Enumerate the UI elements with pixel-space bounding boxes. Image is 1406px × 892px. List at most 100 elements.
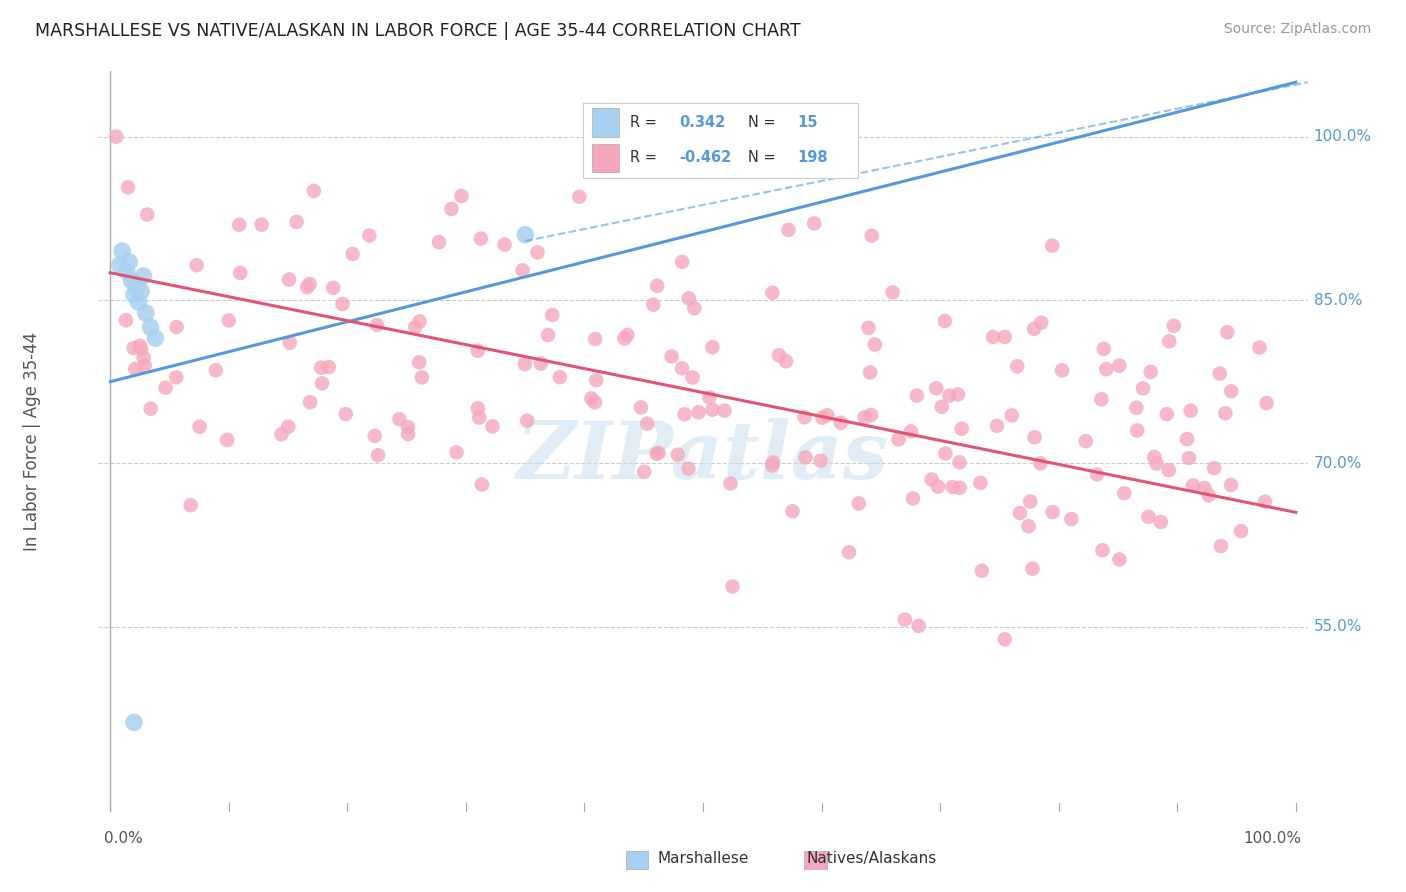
Point xyxy=(925,381,948,395)
Point xyxy=(1024,430,1046,444)
Point xyxy=(115,313,138,327)
Point xyxy=(450,189,472,203)
Point xyxy=(720,476,742,491)
Point xyxy=(702,340,724,354)
Point xyxy=(934,314,956,328)
Point xyxy=(699,390,721,404)
Point xyxy=(1108,359,1130,373)
Point xyxy=(810,453,832,467)
Point xyxy=(848,496,870,510)
Point xyxy=(853,410,876,425)
Point xyxy=(1143,450,1166,464)
Point xyxy=(581,392,603,406)
Point xyxy=(122,341,145,355)
Point xyxy=(948,455,970,469)
Text: 70.0%: 70.0% xyxy=(1313,456,1362,471)
Point xyxy=(1042,505,1064,519)
Point xyxy=(166,320,188,334)
Point xyxy=(396,427,419,442)
Point xyxy=(342,247,364,261)
Point xyxy=(1095,362,1118,376)
Point xyxy=(295,280,318,294)
Point xyxy=(285,215,308,229)
Point xyxy=(1029,456,1052,470)
Point xyxy=(481,419,503,434)
Point xyxy=(108,258,131,272)
Point xyxy=(815,408,838,422)
Point xyxy=(139,320,162,334)
Point xyxy=(583,395,606,409)
Text: R =: R = xyxy=(630,115,657,130)
Point xyxy=(132,351,155,365)
Point xyxy=(859,366,882,380)
Point xyxy=(768,348,790,362)
Point xyxy=(671,255,693,269)
Point xyxy=(322,281,344,295)
Point xyxy=(678,461,700,475)
Point xyxy=(124,362,146,376)
Point xyxy=(298,277,321,291)
Point xyxy=(682,370,704,384)
Text: MARSHALLESE VS NATIVE/ALASKAN IN LABOR FORCE | AGE 35-44 CORRELATION CHART: MARSHALLESE VS NATIVE/ALASKAN IN LABOR F… xyxy=(35,22,801,40)
Point xyxy=(143,331,166,345)
FancyBboxPatch shape xyxy=(592,144,619,172)
Point xyxy=(683,301,706,316)
Point xyxy=(1108,552,1130,566)
Point xyxy=(568,190,591,204)
Text: 198: 198 xyxy=(797,151,828,165)
FancyBboxPatch shape xyxy=(592,108,619,136)
Point xyxy=(1256,396,1278,410)
Point xyxy=(946,387,969,401)
Text: N =: N = xyxy=(748,151,776,165)
Point xyxy=(647,446,669,460)
Point xyxy=(1126,424,1149,438)
Point xyxy=(135,306,157,320)
Point xyxy=(994,632,1017,647)
Point xyxy=(921,473,943,487)
Text: 85.0%: 85.0% xyxy=(1313,293,1362,308)
Point xyxy=(121,273,143,287)
Point xyxy=(111,244,134,258)
Point xyxy=(1091,543,1114,558)
Point xyxy=(1060,512,1083,526)
Point xyxy=(129,342,152,356)
Point xyxy=(396,420,419,434)
Point xyxy=(468,410,491,425)
Point xyxy=(1074,434,1097,449)
Point xyxy=(678,291,700,305)
Point xyxy=(186,258,208,272)
Point xyxy=(713,403,735,417)
Point xyxy=(1157,463,1180,477)
Point xyxy=(671,361,693,376)
Point xyxy=(762,455,785,469)
Point xyxy=(388,412,411,426)
Point xyxy=(1230,524,1253,538)
Point xyxy=(630,401,652,415)
Point xyxy=(318,359,340,374)
Point xyxy=(467,343,489,358)
Point xyxy=(516,414,538,428)
Point xyxy=(900,425,922,439)
Point xyxy=(136,208,159,222)
Point xyxy=(1031,316,1053,330)
Point xyxy=(512,263,534,277)
Text: N =: N = xyxy=(748,115,776,130)
Point xyxy=(1050,363,1073,377)
Point xyxy=(901,491,924,506)
Point xyxy=(530,357,553,371)
Point xyxy=(613,331,636,345)
Point xyxy=(218,313,240,327)
Point xyxy=(408,314,430,328)
Point xyxy=(440,202,463,216)
Point xyxy=(1163,318,1185,333)
Point xyxy=(404,320,426,334)
Point xyxy=(1132,381,1154,395)
Point xyxy=(927,480,949,494)
Point xyxy=(794,450,817,465)
Text: In Labor Force | Age 35-44: In Labor Force | Age 35-44 xyxy=(22,332,41,551)
Point xyxy=(129,339,152,353)
Point xyxy=(122,715,145,730)
Point xyxy=(526,245,548,260)
Point xyxy=(1182,478,1205,492)
Point xyxy=(1198,488,1220,502)
